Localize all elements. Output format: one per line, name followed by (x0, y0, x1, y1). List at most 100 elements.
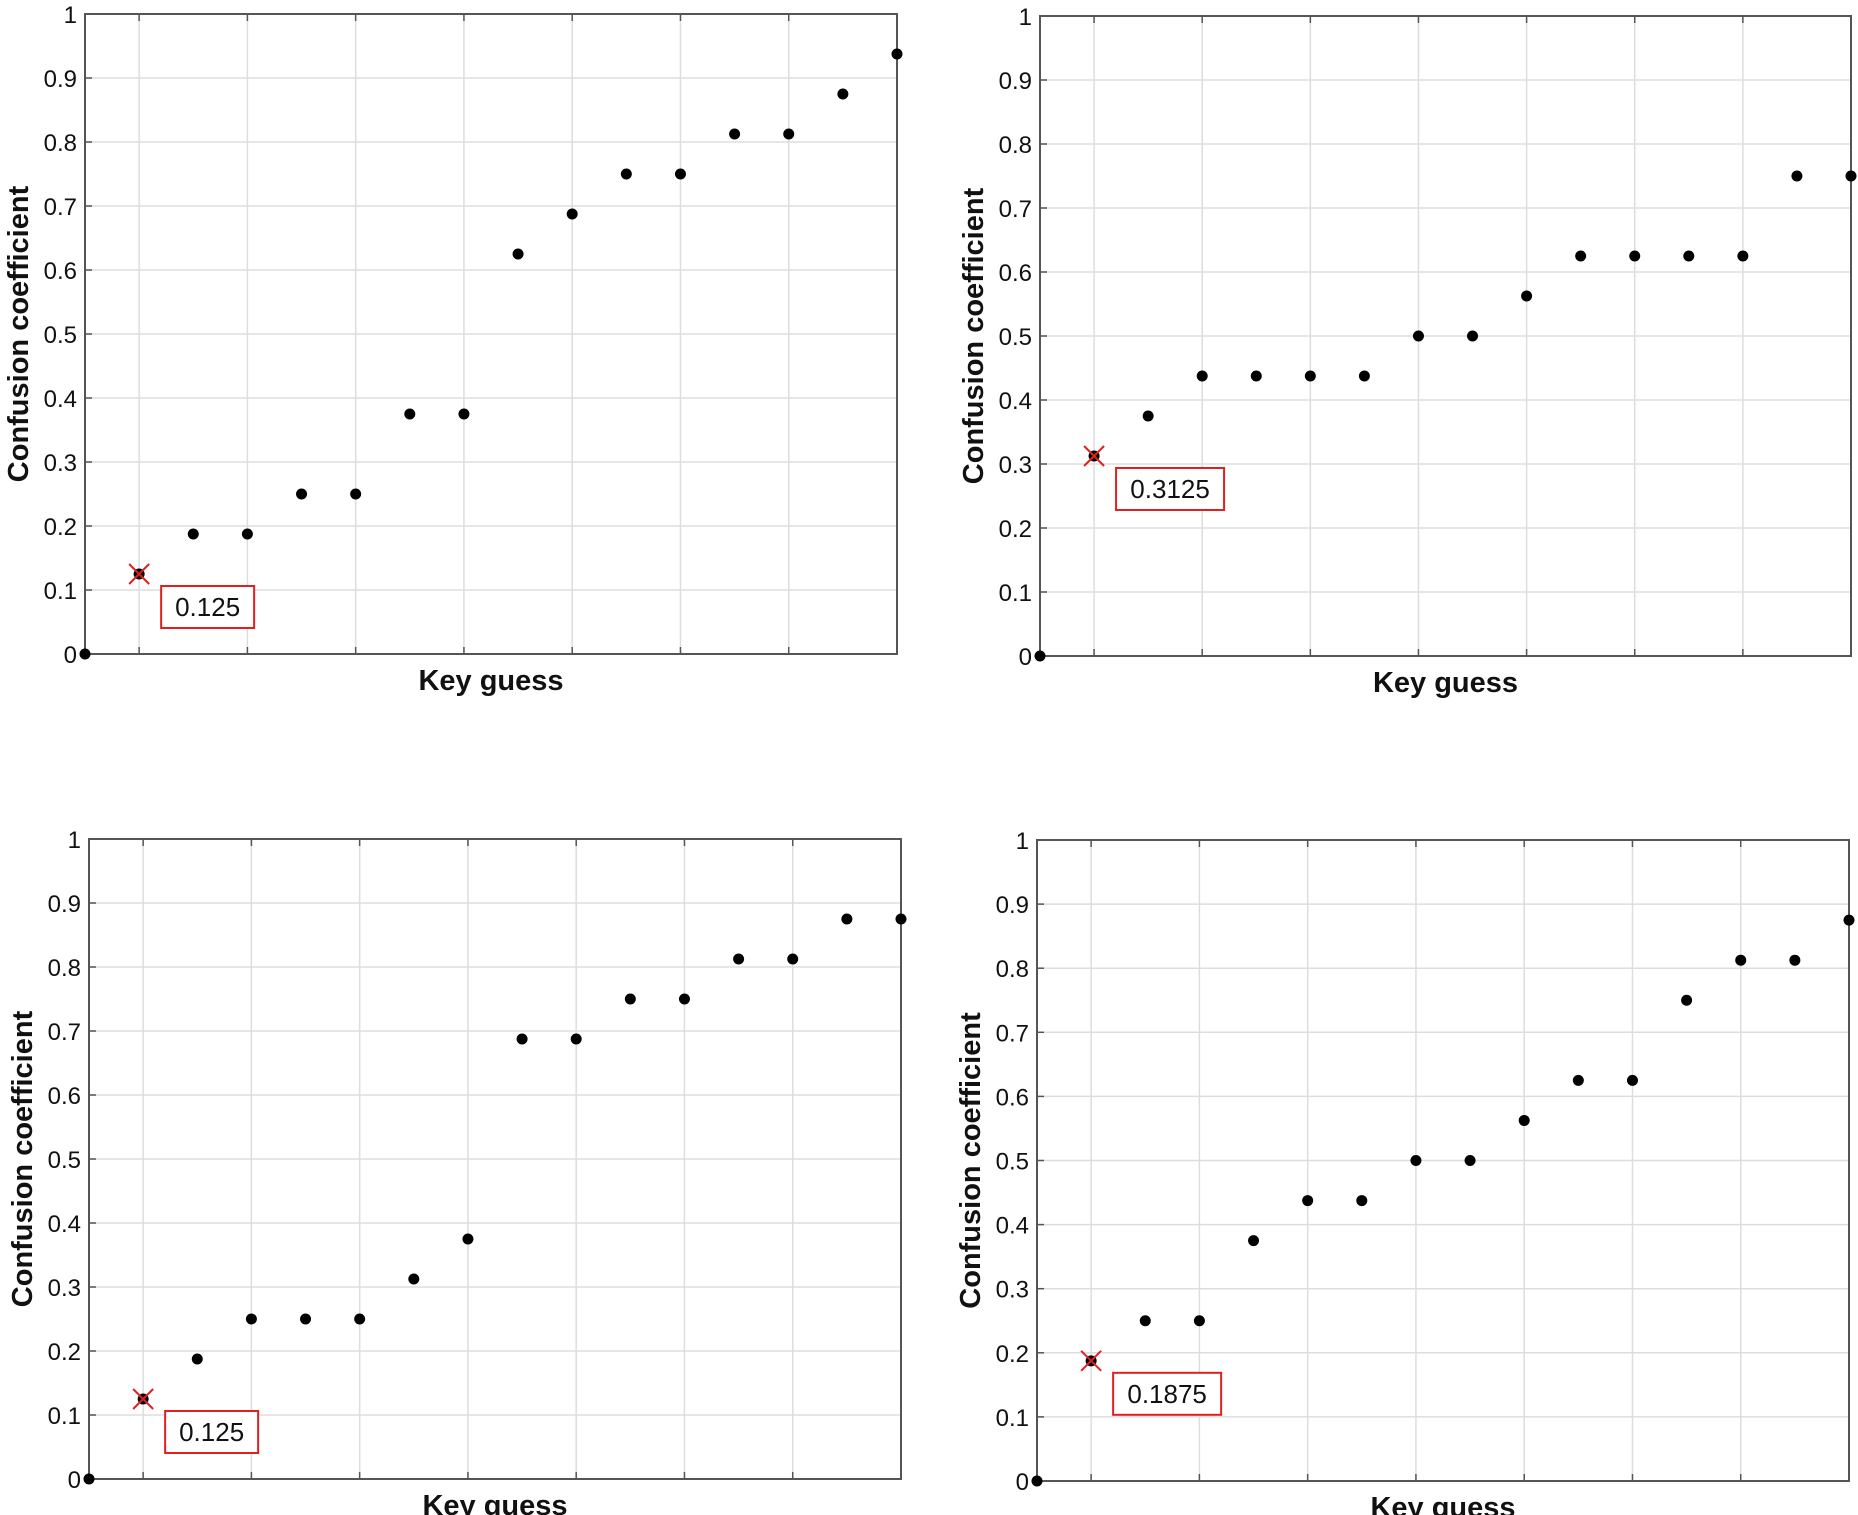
data-point (1031, 1475, 1043, 1487)
annotation-label: 0.125 (175, 592, 240, 622)
data-point (462, 1233, 474, 1245)
y-tick-label: 0 (1019, 644, 1032, 671)
data-point (1735, 954, 1747, 966)
y-axis-label: Confusion coefficient (958, 187, 990, 484)
data-point (1139, 1315, 1151, 1327)
y-tick-label: 0.4 (44, 386, 77, 413)
y-tick-label: 0 (64, 642, 77, 669)
data-point (729, 128, 741, 140)
y-tick-label: 0.6 (999, 260, 1032, 287)
data-point (1572, 1074, 1584, 1086)
x-axis-label: Key guess (422, 1490, 567, 1515)
data-point (79, 648, 91, 660)
y-tick-label: 0.1 (44, 578, 77, 605)
y-tick-label: 0.7 (44, 194, 77, 221)
y-axis-label: Confusion coefficient (955, 1012, 987, 1309)
data-point (83, 1473, 95, 1485)
data-point (1843, 914, 1855, 926)
y-tick-label: 0.9 (999, 68, 1032, 95)
y-tick-label: 0.9 (44, 66, 77, 93)
data-point (516, 1033, 528, 1045)
x-axis-label: Key guess (1370, 1492, 1515, 1515)
data-point (1626, 1074, 1638, 1086)
data-point (1142, 410, 1154, 422)
data-point (1791, 170, 1803, 182)
data-point (1412, 330, 1424, 342)
data-point (1193, 1315, 1205, 1327)
x-axis-label: Key guess (418, 665, 563, 697)
highlight-marker (128, 563, 150, 585)
y-tick-label: 0.7 (999, 196, 1032, 223)
y-tick-label: 0 (68, 1467, 81, 1494)
y-tick-label: 1 (1016, 828, 1029, 855)
data-point (1845, 170, 1857, 182)
data-point (1681, 994, 1693, 1006)
y-tick-label: 0.5 (48, 1147, 81, 1174)
axes-box (84, 13, 898, 655)
data-point (245, 1313, 257, 1325)
y-tick-label: 0.9 (48, 891, 81, 918)
data-point (570, 1033, 582, 1045)
chart-3: 0 0.1 0.2 0.3 0.4 0.5 0.6 0.7 0.8 0.9 1 Key guess Co… (7, 827, 907, 1515)
highlight-marker (1080, 1350, 1102, 1372)
data-point (187, 528, 199, 540)
annotation-label: 0.125 (179, 1417, 244, 1447)
data-point (1248, 1235, 1260, 1247)
y-tick-label: 0.8 (999, 132, 1032, 159)
data-point (296, 488, 308, 500)
y-tick-label: 1 (1019, 4, 1032, 31)
y-tick-label: 0.8 (48, 955, 81, 982)
y-tick-label: 0.8 (996, 956, 1029, 983)
data-point (1629, 250, 1641, 262)
y-tick-label: 0.3 (996, 1277, 1029, 1304)
data-point (1358, 370, 1370, 382)
annotation-label: 0.1875 (1127, 1379, 1207, 1409)
chart-1: 0 0.1 0.2 0.3 0.4 0.5 0.6 0.7 0.8 0.9 1 Key guess Co… (3, 2, 903, 697)
y-tick-label: 0.5 (996, 1149, 1029, 1176)
y-tick-label: 0.8 (44, 130, 77, 157)
y-tick-label: 0.3 (44, 450, 77, 477)
y-tick-label: 0.3 (999, 452, 1032, 479)
y-tick-label: 0.3 (48, 1275, 81, 1302)
data-point (350, 488, 362, 500)
y-tick-label: 0.6 (996, 1084, 1029, 1111)
y-tick-label: 0.6 (44, 258, 77, 285)
y-tick-label: 1 (64, 2, 77, 29)
annotation-box (1112, 1371, 1223, 1416)
data-point (620, 168, 632, 180)
y-tick-label: 0.5 (999, 324, 1032, 351)
annotation-box (160, 585, 256, 629)
data-point (1464, 1155, 1476, 1166)
highlight-marker (132, 1388, 154, 1410)
chart-4: 0 0.1 0.2 0.3 0.4 0.5 0.6 0.7 0.8 0.9 1 Key guess Co… (955, 828, 1855, 1515)
data-point (1683, 250, 1695, 262)
data-point (841, 913, 853, 925)
y-tick-label: 0.1 (48, 1403, 81, 1430)
data-point (895, 913, 907, 925)
y-tick-label: 0.2 (996, 1341, 1029, 1368)
data-point (512, 248, 524, 260)
y-tick-label: 0.6 (48, 1083, 81, 1110)
data-point (1737, 250, 1749, 262)
y-tick-label: 0.4 (999, 388, 1032, 415)
data-point (674, 168, 686, 180)
data-point (241, 528, 253, 540)
y-tick-label: 0.7 (996, 1020, 1029, 1047)
chart-2: 0 0.1 0.2 0.3 0.4 0.5 0.6 0.7 0.8 0.9 1 Key guess Co… (958, 4, 1857, 699)
data-point (1034, 650, 1046, 662)
axes-box (1036, 839, 1850, 1482)
data-point (1304, 370, 1316, 382)
y-tick-label: 0.7 (48, 1019, 81, 1046)
data-point (787, 953, 799, 965)
data-point (1789, 954, 1801, 966)
data-point (1518, 1114, 1530, 1126)
y-tick-label: 0.4 (48, 1211, 81, 1238)
data-point (1467, 330, 1479, 342)
y-tick-label: 0.9 (996, 892, 1029, 919)
y-tick-label: 0.2 (48, 1339, 81, 1366)
data-point (354, 1313, 366, 1325)
y-tick-label: 1 (68, 827, 81, 854)
data-point (1250, 370, 1262, 382)
y-axis-label: Confusion coefficient (7, 1010, 39, 1307)
